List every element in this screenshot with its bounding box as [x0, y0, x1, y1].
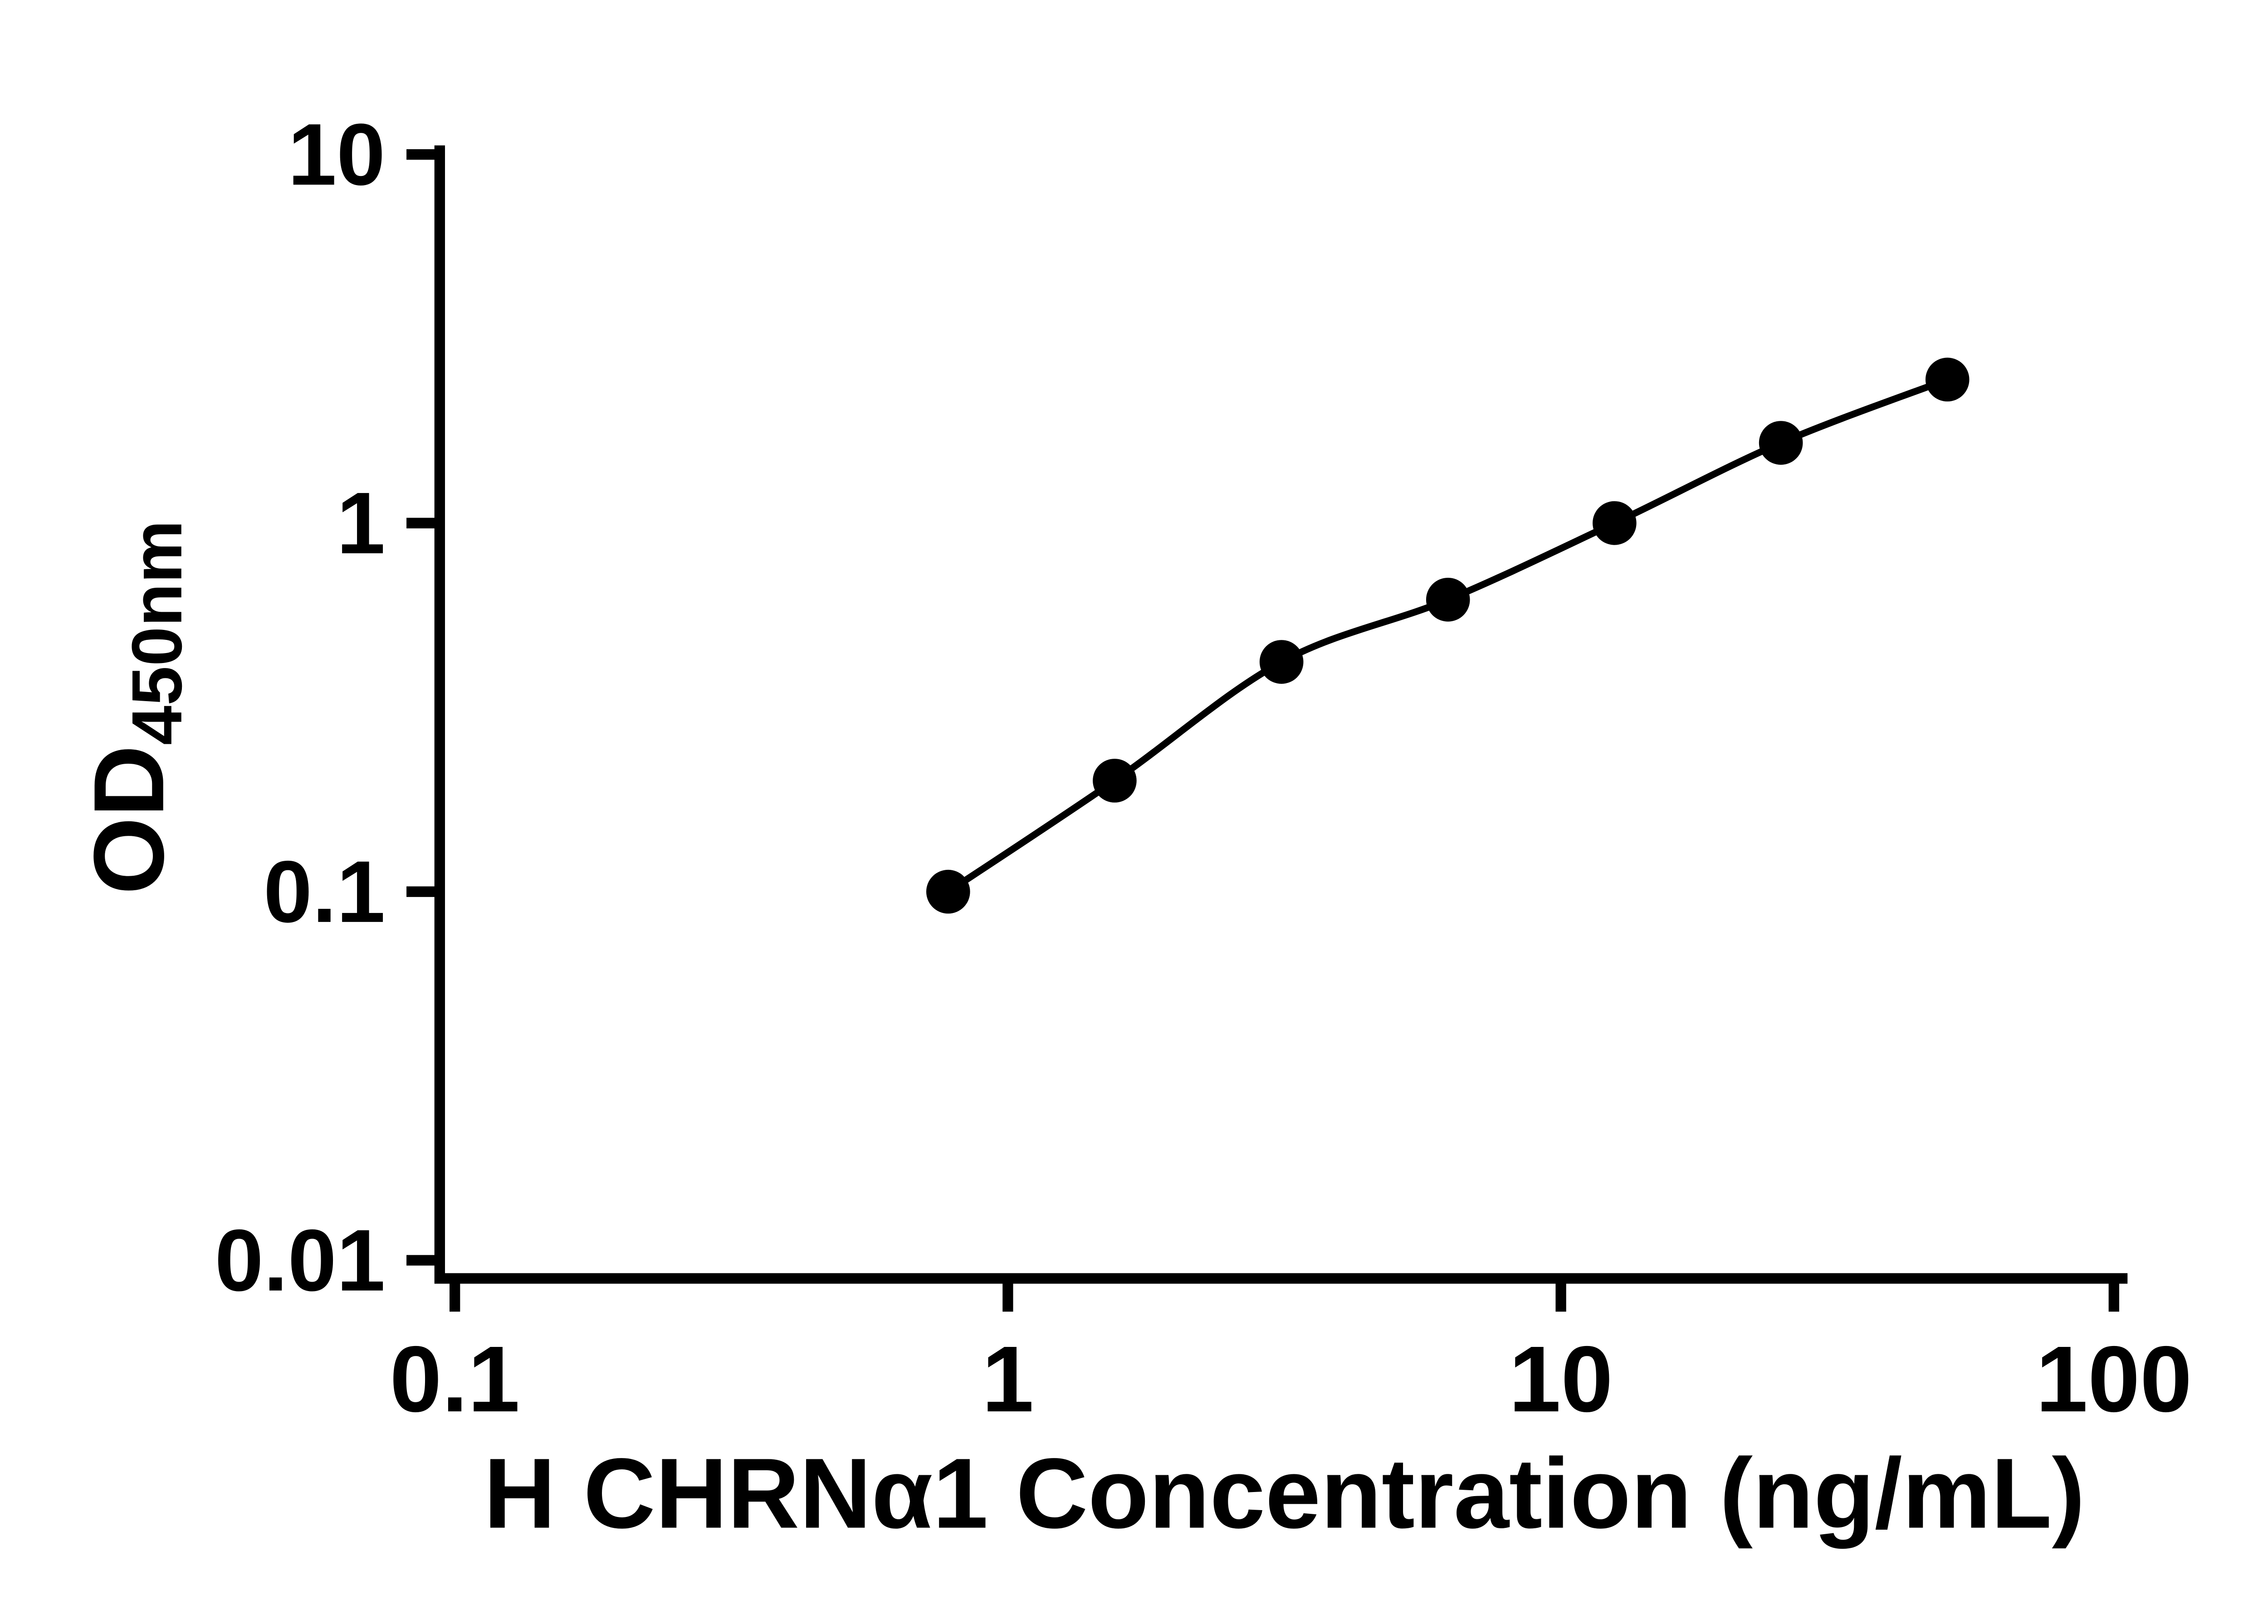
x-axis-title: H CHRNα1 Concentration (ng/mL)	[484, 1438, 2085, 1549]
x-tick-label: 10	[1509, 1327, 1613, 1431]
x-tick-label: 0.1	[390, 1327, 520, 1431]
data-point	[926, 869, 970, 914]
y-tick-label: 1	[337, 474, 385, 572]
data-point	[1925, 357, 1970, 402]
data-point	[1426, 578, 1470, 622]
y-tick-label: 10	[288, 105, 386, 203]
axes-lines	[434, 145, 2128, 1284]
data-point	[1593, 501, 1637, 545]
x-tick-label: 100	[2036, 1327, 2192, 1431]
y-axis-title: OD450nm	[73, 520, 197, 895]
data-point	[1093, 759, 1137, 803]
x-tick-label: 1	[982, 1327, 1034, 1431]
data-point	[1759, 421, 1803, 465]
y-tick-label: 0.1	[264, 843, 386, 941]
y-tick-label: 0.01	[215, 1211, 385, 1309]
data-point	[1259, 640, 1304, 684]
